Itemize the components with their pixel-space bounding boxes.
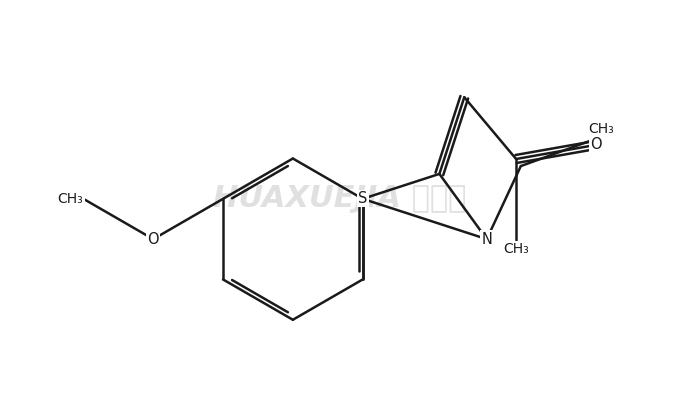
Text: S: S (358, 191, 367, 206)
Text: N: N (481, 231, 492, 246)
Text: O: O (148, 231, 159, 246)
Text: CH₃: CH₃ (503, 242, 529, 256)
Text: CH₃: CH₃ (588, 122, 613, 136)
Text: O: O (590, 138, 601, 153)
Text: HUAXUEJIA 化学加: HUAXUEJIA 化学加 (214, 184, 466, 213)
Text: CH₃: CH₃ (58, 192, 84, 206)
